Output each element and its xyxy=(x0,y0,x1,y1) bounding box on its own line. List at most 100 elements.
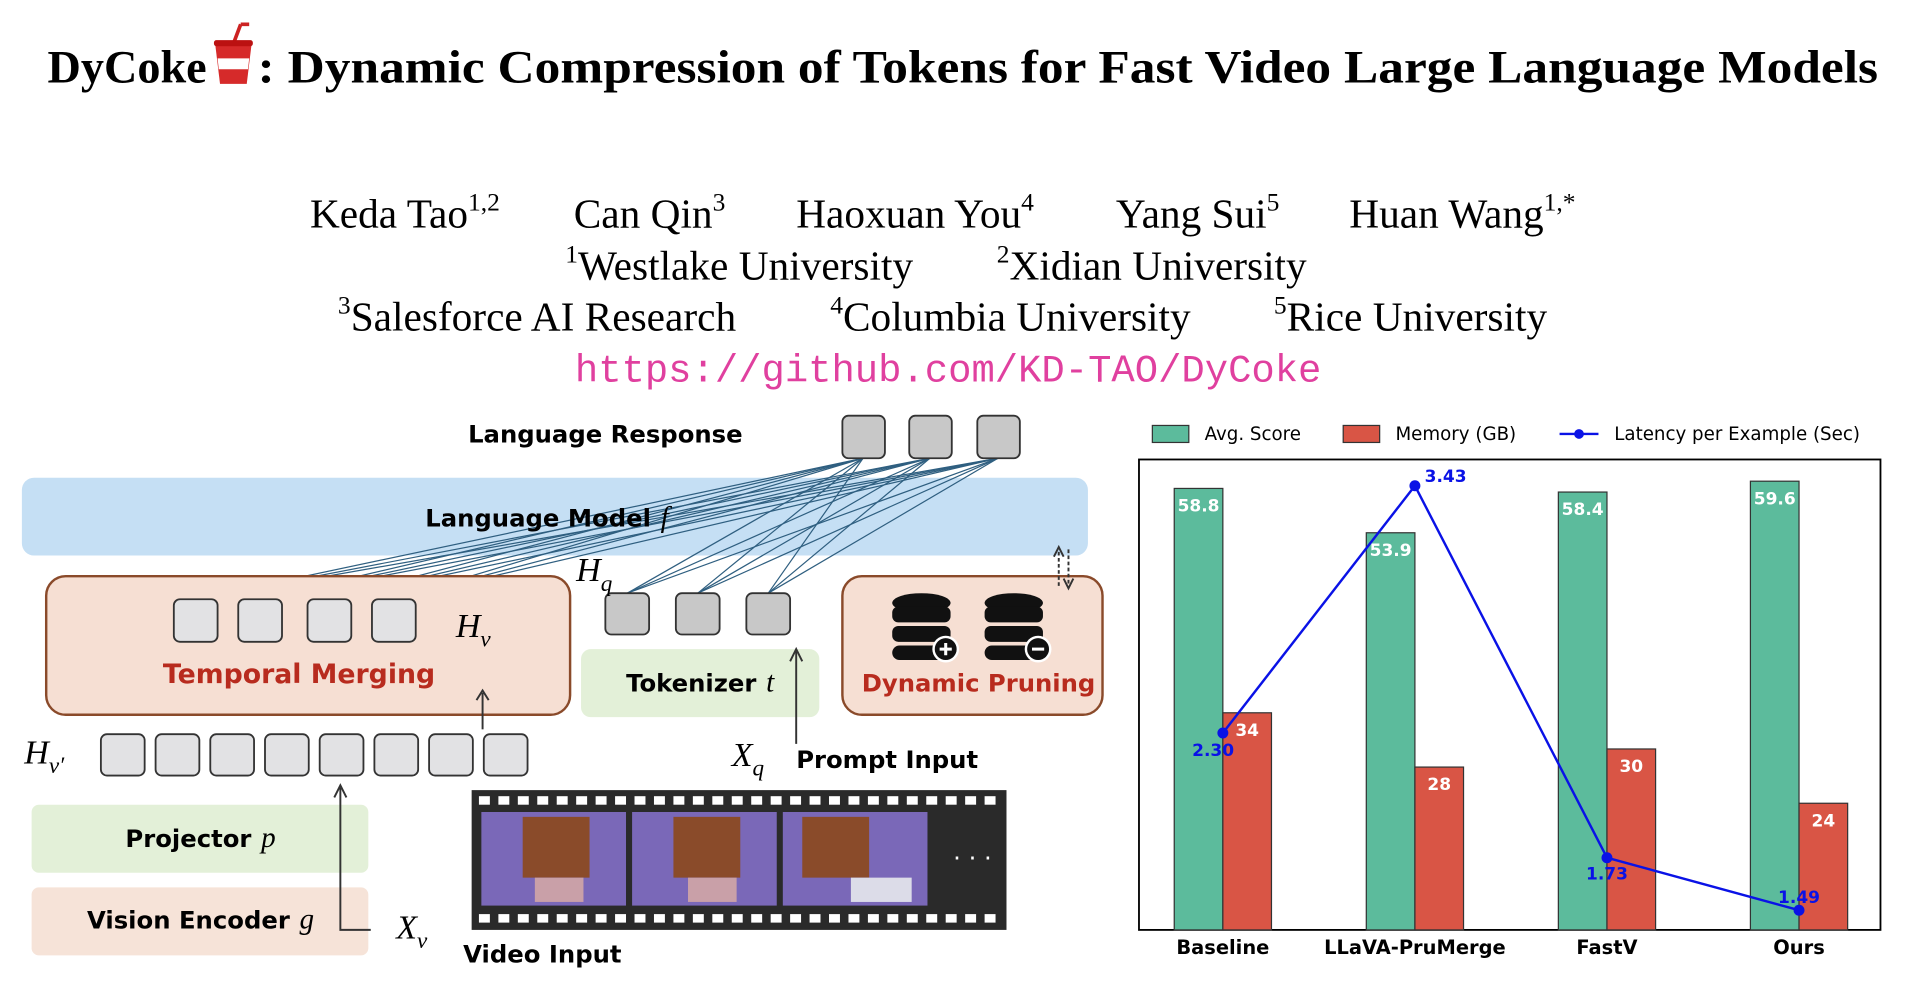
token xyxy=(841,414,886,460)
tokenizer-box xyxy=(581,649,820,718)
h-v-prime-part: v′ xyxy=(49,752,65,778)
x-v: Xv xyxy=(394,909,428,953)
affiliation-part: 2 xyxy=(997,240,1010,269)
affiliation: 5Rice University xyxy=(1274,291,1548,340)
projector-box xyxy=(31,804,369,873)
token xyxy=(371,598,417,643)
projector-part: p xyxy=(259,822,276,854)
film-hole xyxy=(965,914,977,923)
bar-value-label: 28 xyxy=(1427,775,1451,795)
h-v-part: H xyxy=(455,608,483,645)
vision-encoder-part: g xyxy=(300,904,315,936)
token xyxy=(172,598,219,643)
vision-encoder: Vision Encoder g xyxy=(87,904,314,936)
token xyxy=(373,733,420,777)
token xyxy=(99,733,146,777)
author-part: 5 xyxy=(1267,187,1280,216)
author-part: Yang Sui xyxy=(1116,190,1267,236)
bar-value-label: 34 xyxy=(1235,721,1259,741)
x-v-part: X xyxy=(394,909,418,946)
x-v-part: v xyxy=(417,927,428,953)
latency-label: 2.30 xyxy=(1192,741,1234,761)
title-name: DyCoke xyxy=(48,42,207,93)
token xyxy=(604,592,651,636)
affiliation-part: 1 xyxy=(565,240,578,269)
film-hole xyxy=(751,796,763,805)
film-hole xyxy=(692,914,704,923)
film-hole xyxy=(653,914,665,923)
legend-swatch xyxy=(1151,424,1190,444)
film-hole xyxy=(906,796,918,805)
film-hole xyxy=(498,796,510,805)
author-part: 1,2 xyxy=(468,187,500,216)
h-v: Hv xyxy=(455,608,492,652)
projector: Projector p xyxy=(125,822,275,854)
film-hole xyxy=(673,914,685,923)
film-hole xyxy=(965,796,977,805)
token xyxy=(154,733,201,777)
affiliation-part: Salesforce AI Research xyxy=(351,294,737,340)
bar-value-label: 24 xyxy=(1812,811,1836,831)
film-hole xyxy=(887,914,899,923)
film-hole xyxy=(848,796,860,805)
legend-label: Memory (GB) xyxy=(1395,424,1516,445)
author: Can Qin3 xyxy=(574,187,726,236)
film-hole xyxy=(809,914,821,923)
latency-point xyxy=(1409,480,1421,492)
film-hole xyxy=(809,796,821,805)
legend-label: Latency per Example (Sec) xyxy=(1614,424,1860,445)
author-part: Haoxuan You xyxy=(796,190,1021,236)
diagram: Language Response Temporal Merging Dynamic… xyxy=(21,414,1104,969)
h-q: Hq xyxy=(575,552,612,596)
h-v-prime: Hv′ xyxy=(23,734,65,778)
affiliation-part: Rice University xyxy=(1287,294,1548,340)
film-hole xyxy=(984,796,996,805)
author: Haoxuan You4 xyxy=(796,187,1034,236)
language-model-box xyxy=(21,477,1088,556)
film-hole xyxy=(945,796,957,805)
tokenizer-part: t xyxy=(766,667,775,699)
film-hole xyxy=(595,796,607,805)
affiliation-part: Xidian University xyxy=(1010,243,1308,289)
latency-label: 1.49 xyxy=(1778,888,1820,908)
latency-line xyxy=(1221,483,1800,912)
author-part: 4 xyxy=(1021,187,1034,216)
film-hole xyxy=(848,914,860,923)
vision-encoder-part: Vision Encoder xyxy=(87,906,290,935)
vision-encoder-box xyxy=(31,887,369,956)
plot-frame xyxy=(1138,458,1882,931)
film-hole xyxy=(576,914,588,923)
prompt-input: Prompt Input xyxy=(796,745,978,774)
film-hole xyxy=(770,796,782,805)
token xyxy=(306,598,353,643)
film-hole xyxy=(829,796,840,805)
film-hole xyxy=(790,796,802,805)
tokenizer: Tokenizer t xyxy=(626,667,775,699)
link xyxy=(767,457,999,594)
affiliation-part: Westlake University xyxy=(578,243,913,289)
bar xyxy=(1606,748,1657,931)
x-q-part: q xyxy=(753,755,765,781)
projector-part: Projector xyxy=(125,824,251,853)
token xyxy=(318,733,365,777)
bar xyxy=(1798,802,1849,931)
h-v-prime-part: H xyxy=(23,734,51,771)
token xyxy=(976,414,1021,460)
film-hole xyxy=(906,914,918,923)
token xyxy=(674,592,721,636)
ellipsis: · · · xyxy=(953,844,992,873)
link xyxy=(627,457,999,594)
legend-label: Avg. Score xyxy=(1205,424,1301,445)
database-icons xyxy=(892,593,1052,663)
film-hole xyxy=(712,914,724,923)
bar xyxy=(1173,487,1224,931)
x-tick-label: Baseline xyxy=(1176,936,1269,959)
bar xyxy=(1749,480,1800,931)
bar-value-label: 58.4 xyxy=(1562,500,1604,520)
bar-value-label: 30 xyxy=(1619,757,1643,777)
url: https://github.com/KD-TAO/DyCoke xyxy=(575,350,1322,394)
bar-value-label: 53.9 xyxy=(1370,541,1412,561)
title-text: : Dynamic Compression of Tokens for Fast… xyxy=(258,42,1878,93)
author-part: 1,* xyxy=(1544,187,1576,216)
